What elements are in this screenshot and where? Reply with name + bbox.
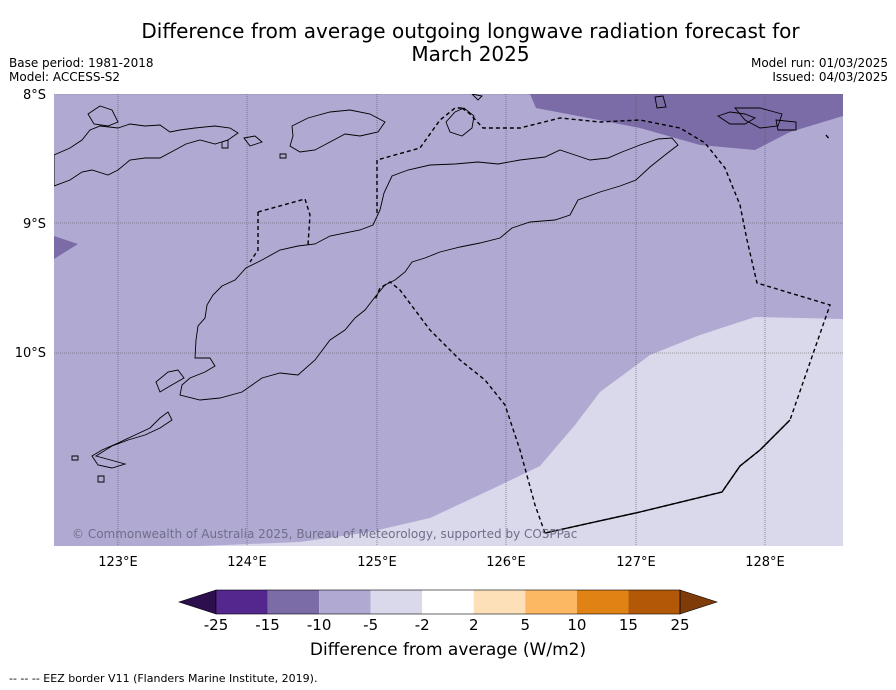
colorbar-tick-label: -10 — [307, 616, 332, 634]
lat-tick-8s: 8°S — [23, 88, 46, 103]
colorbar-segment — [216, 590, 268, 614]
graticule — [54, 94, 843, 546]
islet-1 — [221, 139, 229, 149]
colorbar-segment — [576, 590, 629, 614]
lon-tick-125e: 125°E — [357, 555, 397, 570]
colorbar-segment — [473, 590, 526, 614]
title-line-1: Difference from average outgoing longwav… — [141, 19, 800, 43]
model-name: Model: ACCESS-S2 — [9, 70, 121, 84]
colorbar-segment — [422, 590, 474, 614]
map-title: Difference from average outgoing longwav… — [0, 20, 896, 66]
meta-right: Model run: 01/03/2025 Issued: 04/03/2025 — [751, 56, 888, 84]
base-period: Base period: 1981-2018 — [9, 56, 154, 70]
colorbar-segment — [628, 590, 680, 614]
north-islet — [471, 94, 483, 101]
lon-tick-124e: 124°E — [227, 555, 267, 570]
lon-tick-126e: 126°E — [486, 555, 526, 570]
eez-border — [374, 107, 831, 534]
islet-2 — [279, 153, 287, 159]
colorbar-segment — [267, 590, 320, 614]
timor-coastline — [179, 137, 679, 401]
lon-axis: 123°E 124°E 125°E 126°E 127°E 128°E — [98, 555, 785, 570]
colorbar-arrow-low — [178, 589, 217, 615]
colorbar-segment — [370, 590, 423, 614]
lat-tick-9s: 9°S — [23, 217, 46, 232]
eez-footnote: -- -- -- EEZ border V11 (Flanders Marine… — [9, 672, 318, 685]
map-area: © Commonwealth of Australia 2025, Bureau… — [54, 94, 843, 546]
alor-coastline — [54, 123, 239, 187]
colorbar-segment — [319, 590, 371, 614]
eez-border-south — [544, 419, 791, 534]
colorbar-group: -25 -15 -10 -5 -2 2 5 10 15 25 — [178, 589, 718, 634]
colorbar-tick-label: 25 — [670, 616, 689, 634]
small-island-north — [87, 105, 119, 127]
colorbar-tick-label: -5 — [363, 616, 378, 634]
lat-axis: 8°S 9°S 10°S — [15, 88, 46, 361]
sawu-islet-2 — [97, 475, 105, 483]
ne-island-4 — [775, 119, 797, 131]
title-line-2: March 2025 — [411, 42, 530, 66]
ne-island-1 — [654, 95, 667, 109]
colorbar-tick-label: 2 — [469, 616, 479, 634]
lat-tick-10s: 10°S — [15, 346, 46, 361]
anomaly-fill-minus10-minus15-west — [54, 236, 78, 259]
eez-border-west — [376, 107, 462, 213]
colorbar-tick-label: -15 — [255, 616, 280, 634]
eez-border-east — [825, 134, 831, 141]
ne-island-2 — [716, 111, 757, 125]
issued-date: Issued: 04/03/2025 — [772, 70, 888, 84]
meta-left: Base period: 1981-2018 Model: ACCESS-S2 — [9, 56, 154, 84]
colorbar-segment — [525, 590, 577, 614]
lon-tick-127e: 127°E — [616, 555, 656, 570]
atauro-coastline — [445, 107, 475, 137]
lon-tick-128e: 128°E — [745, 555, 785, 570]
anomaly-fill-minus2-minus5-east — [740, 441, 843, 546]
colorbar-label: Difference from average (W/m2) — [309, 640, 587, 660]
colorbar-tick-label: 5 — [521, 616, 531, 634]
sawu-coastline — [91, 411, 173, 469]
rote-coastline — [155, 369, 185, 393]
sawu-islet — [71, 455, 79, 461]
colorbar-tick-label: 15 — [619, 616, 638, 634]
kisar-island — [243, 135, 263, 147]
colorbar-frame — [215, 589, 681, 615]
copyright-text: © Commonwealth of Australia 2025, Bureau… — [72, 527, 577, 541]
colorbar-tick-label: -2 — [415, 616, 430, 634]
ne-island-3 — [734, 107, 783, 129]
colorbar-tick-label: -25 — [204, 616, 229, 634]
anomaly-fill-minus2-minus5 — [200, 317, 843, 546]
lon-tick-123e: 123°E — [98, 555, 138, 570]
colorbar-arrow-high — [679, 589, 718, 615]
model-run: Model run: 01/03/2025 — [750, 56, 888, 70]
eez-border-enclave — [249, 198, 311, 263]
coastlines — [54, 94, 797, 483]
wetar-coastline — [289, 109, 386, 153]
colorbar-tick-label: 10 — [567, 616, 586, 634]
